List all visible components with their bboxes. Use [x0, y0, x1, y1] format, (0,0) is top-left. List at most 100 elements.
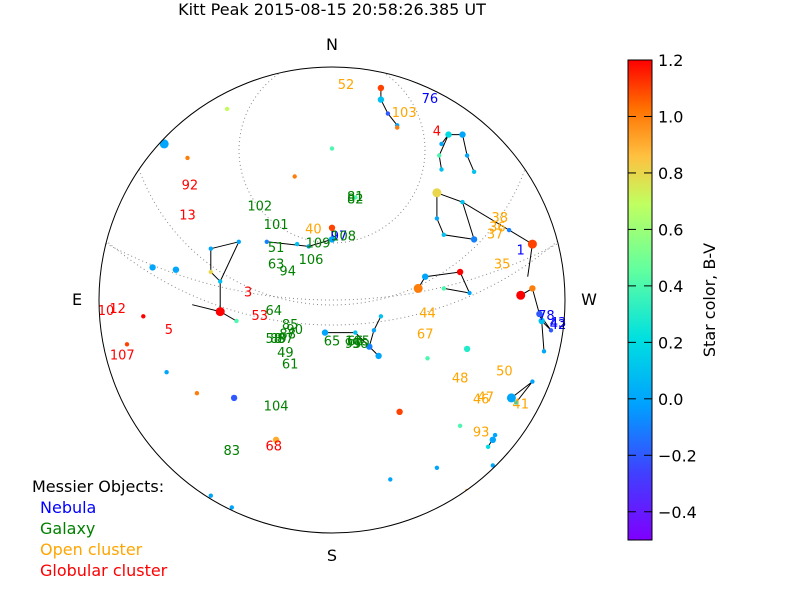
star-point [395, 125, 400, 130]
star-point [377, 96, 385, 103]
star-point [470, 236, 478, 243]
constellation-line [380, 88, 398, 126]
messier-label: 4 [433, 125, 441, 140]
star-point [413, 283, 423, 293]
star-point [464, 153, 470, 158]
star-point [229, 505, 234, 510]
messier-label: 109 [306, 237, 331, 252]
star-point [366, 343, 373, 350]
star-point [353, 330, 358, 335]
compass-east: E [72, 290, 82, 309]
messier-label: 104 [264, 400, 289, 415]
messier-label: 36 [489, 220, 506, 235]
colorbar-tick-label: 0.4 [658, 277, 683, 296]
constellation-line [436, 192, 475, 241]
messier-label: 92 [182, 178, 199, 193]
messier-label: 105 [345, 334, 370, 349]
messier-label: 68 [266, 439, 283, 454]
messier-label: 66 [347, 334, 364, 349]
chart-title: Kitt Peak 2015-08-15 20:58:26.385 UT [178, 0, 486, 19]
messier-label: 46 [473, 393, 490, 408]
messier-label: 102 [247, 199, 272, 214]
star-point [456, 268, 464, 276]
star-point [516, 290, 526, 300]
constellation-line [438, 134, 449, 170]
star-field [112, 84, 554, 526]
messier-label: 89 [270, 332, 287, 347]
star-point [538, 317, 545, 325]
colorbar-tick-label: −0.4 [658, 503, 697, 522]
star-point [489, 436, 496, 443]
star-point [264, 239, 269, 244]
constellation-line [462, 201, 533, 277]
messier-label: 96 [352, 337, 369, 352]
star-point [230, 394, 238, 402]
colorbar-tick-label: 1.0 [658, 107, 683, 126]
legend-open-cluster: Open cluster [40, 540, 143, 559]
star-point [441, 232, 446, 237]
legend: Messier Objects: Nebula Galaxy Open clus… [32, 476, 167, 581]
star-point [164, 370, 169, 375]
star-point [463, 345, 471, 353]
star-point [377, 84, 385, 92]
star-point [194, 391, 200, 396]
messier-label: 10 [98, 304, 115, 319]
messier-label: 108 [331, 230, 356, 245]
colorbar-tick-label: 0.0 [658, 390, 683, 409]
messier-label: 13 [179, 209, 196, 224]
star-point [490, 463, 495, 468]
colorbar-tick-label: −0.2 [658, 446, 697, 465]
messier-label: 103 [392, 106, 417, 121]
messier-label: 50 [496, 365, 513, 380]
legend-galaxy: Galaxy [40, 519, 96, 538]
constellation-line [448, 134, 475, 172]
messier-label: 93 [473, 425, 490, 440]
star-point [460, 199, 465, 205]
messier-label: 90 [286, 323, 303, 338]
star-point [530, 379, 535, 384]
star-point [292, 174, 297, 179]
star-point [329, 146, 335, 151]
legend-nebula: Nebula [40, 498, 97, 517]
messier-label: 49 [277, 346, 294, 361]
messier-label: 1 [517, 244, 525, 259]
messier-label: 58 [266, 332, 283, 347]
star-point [506, 393, 516, 403]
constellation-line [325, 332, 379, 357]
star-point [541, 349, 547, 354]
constellation-line [266, 227, 333, 247]
star-point [492, 432, 498, 438]
messier-label: 85 [282, 318, 299, 333]
messier-label: 65 [324, 334, 341, 349]
messier-label: 5 [165, 323, 173, 338]
star-point [513, 400, 519, 405]
star-point [529, 285, 536, 292]
star-point [434, 465, 440, 470]
star-point [439, 167, 444, 172]
star-point [396, 408, 403, 415]
star-point [306, 244, 311, 249]
legend-globular-cluster: Globular cluster [40, 561, 168, 580]
star-point [434, 216, 440, 221]
star-point [141, 314, 146, 319]
star-point [371, 328, 377, 333]
messier-label: 51 [268, 241, 285, 256]
messier-label: 40 [305, 223, 322, 238]
star-point [467, 290, 472, 296]
messier-label: 38 [492, 211, 509, 226]
legend-title: Messier Objects: [32, 477, 165, 496]
messier-label: 81 [347, 190, 364, 205]
messier-label: 76 [422, 92, 439, 107]
star-point [234, 318, 239, 324]
star-point [321, 329, 329, 336]
altitude-circle-horizon-near [99, 67, 565, 301]
star-point [548, 328, 554, 333]
star-point [411, 521, 416, 526]
star-point [441, 286, 446, 291]
colorbar-tick-label: 1.2 [658, 51, 683, 70]
messier-label: 37 [487, 227, 504, 242]
star-point [485, 444, 491, 449]
star-point [215, 307, 225, 317]
